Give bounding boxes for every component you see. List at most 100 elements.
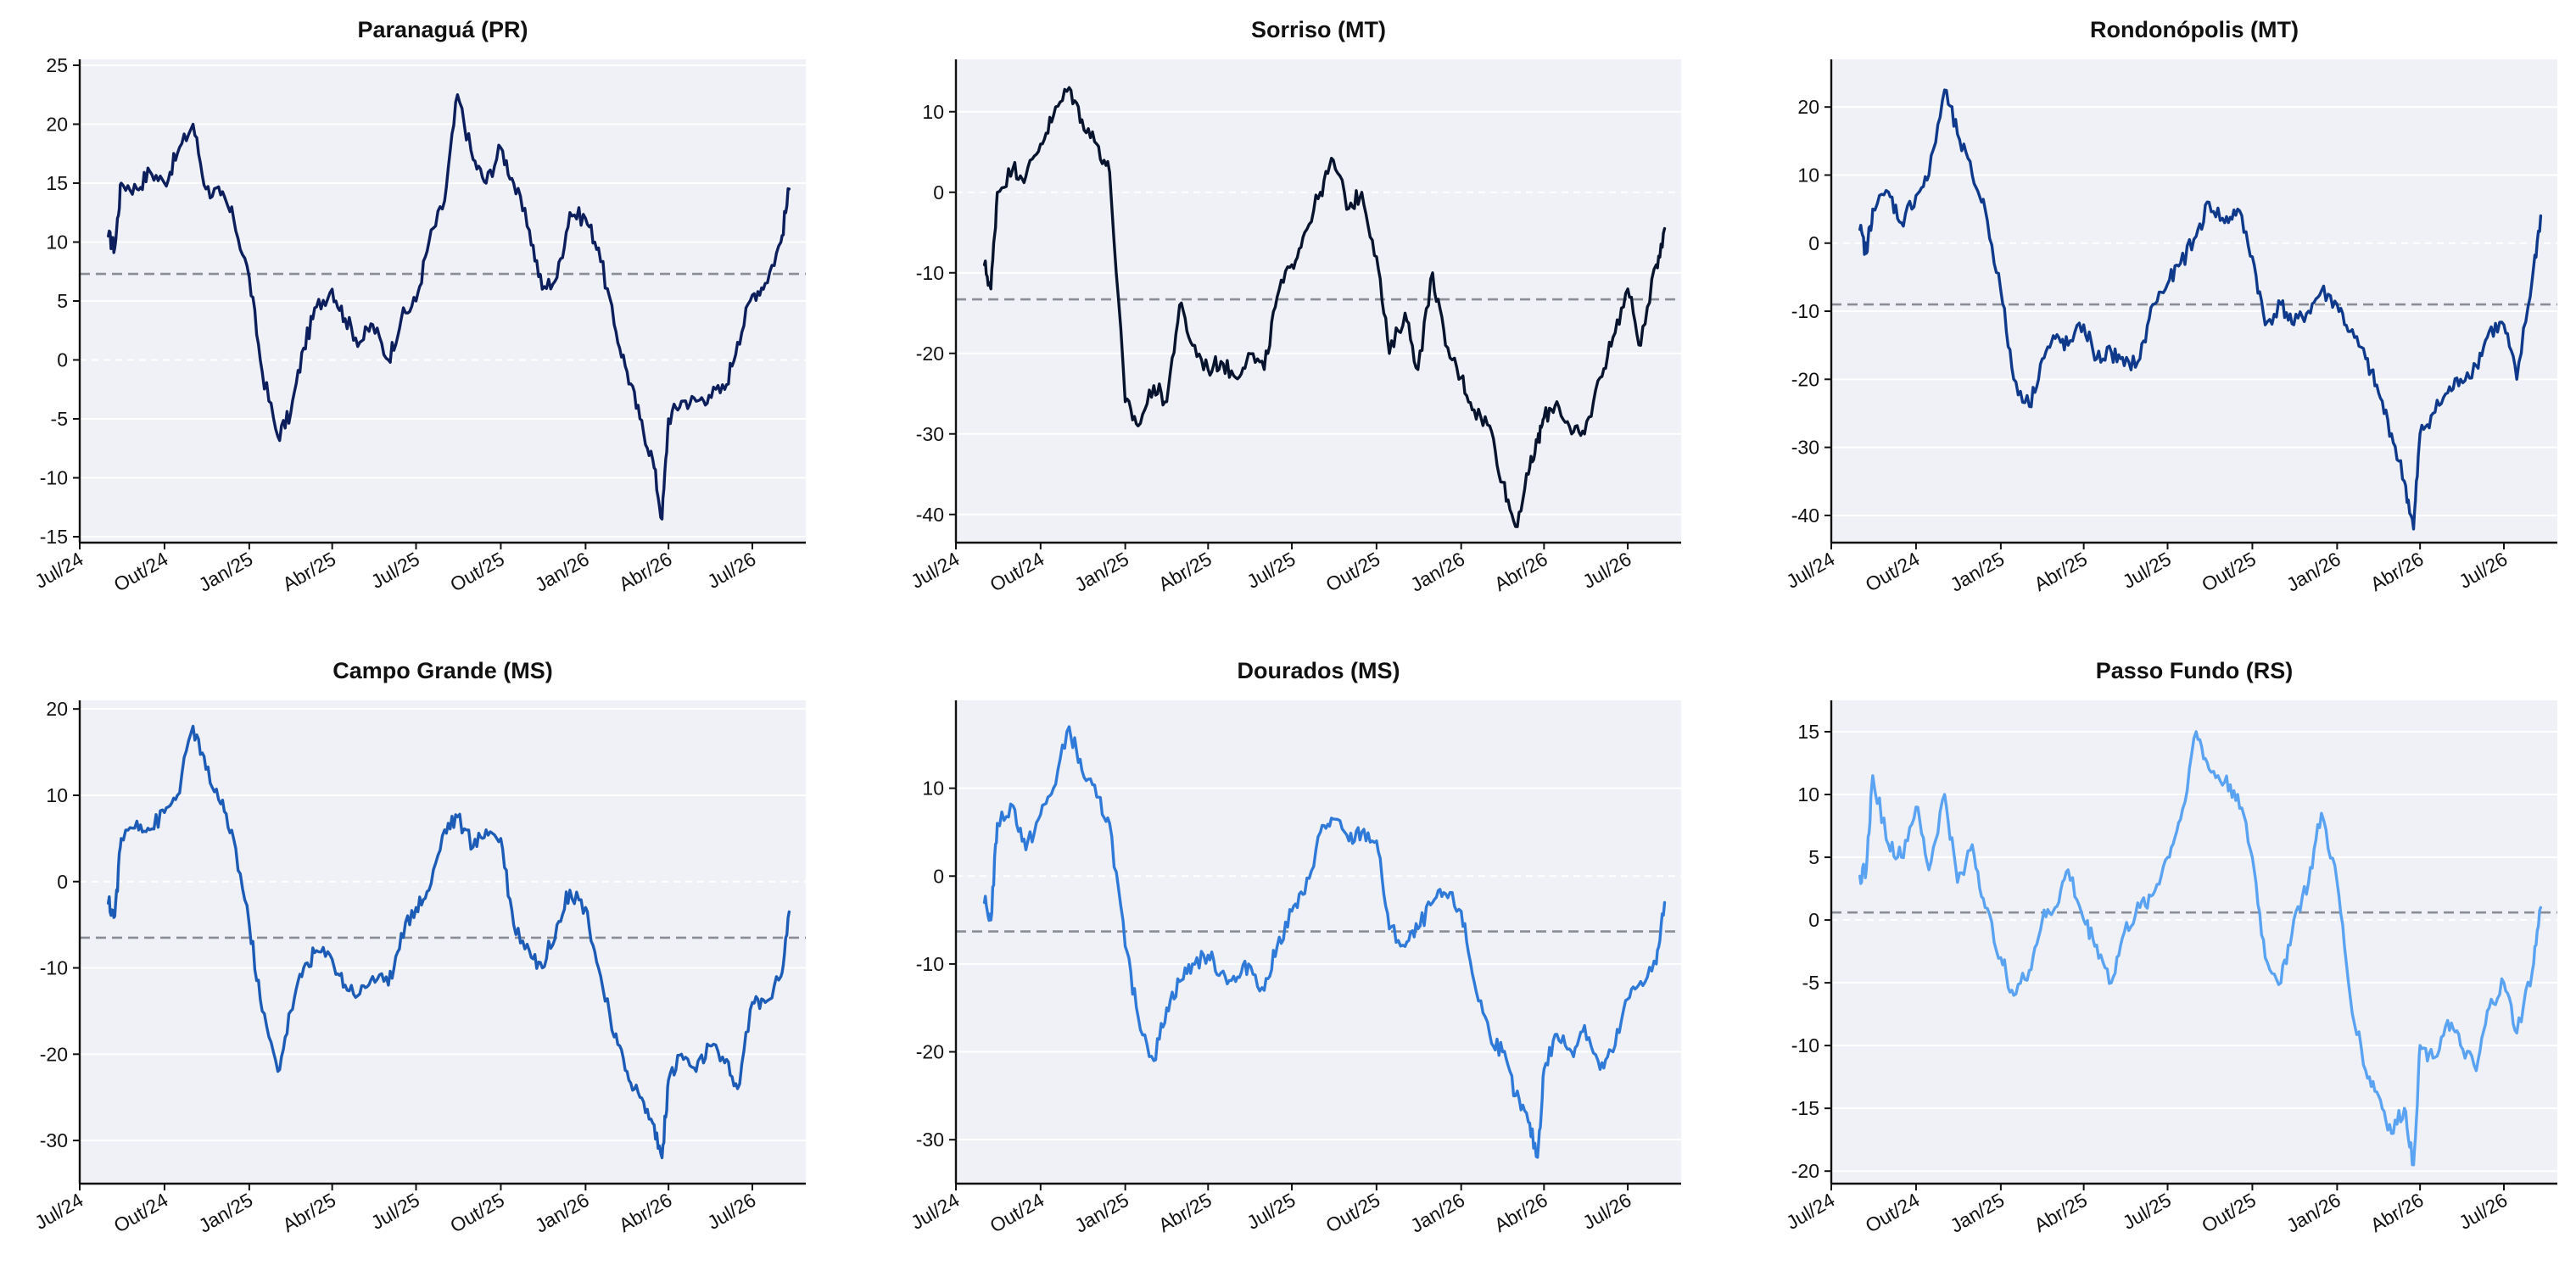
plot-background [956,59,1681,543]
x-tick-label: Jul/24 [1782,1189,1838,1234]
y-tick-label: 0 [1808,909,1819,931]
x-tick-label: Abr/26 [1490,548,1551,595]
y-tick-label: -20 [916,343,944,365]
chart-panel: -40 -30 -20 -10 0 10 20 Jul/24 Out/24 Jan/25 Abr/2… [1782,17,2557,596]
x-tick-label: Jul/26 [703,1189,759,1234]
chart-panel: -30 -20 -10 0 10 20 Jul/24 Out/24 Jan/25 Abr/25 Ju… [31,658,806,1237]
y-tick-label: 0 [1808,232,1819,254]
y-tick-label: 0 [57,349,68,371]
plot-background [1831,59,2557,543]
x-tick-label: Abr/26 [615,1189,676,1236]
x-tick-label: Abr/26 [1490,1189,1551,1236]
x-tick-label: Jul/25 [1243,1189,1299,1234]
y-tick-label: -10 [40,957,68,979]
x-tick-label: Out/24 [110,1189,172,1237]
x-tick-label: Jul/24 [907,548,963,593]
x-tick-label: Out/24 [110,548,172,596]
x-tick-label: Out/25 [2198,1189,2260,1237]
x-tick-label: Out/25 [446,1189,508,1237]
x-tick-label: Abr/25 [1154,1189,1215,1236]
x-tick-label: Abr/25 [278,548,339,595]
y-tick-label: -20 [1791,368,1819,390]
y-tick-label: 5 [57,290,68,312]
y-tick-label: -15 [40,526,68,548]
x-tick-label: Abr/25 [2030,548,2091,595]
x-tick-label: Abr/25 [1154,548,1215,595]
x-tick-label: Jan/26 [531,548,593,596]
x-tick-label: Jul/24 [1782,548,1838,593]
x-tick-label: Out/25 [446,548,508,596]
x-tick-label: Jul/24 [31,548,87,593]
y-tick-label: -10 [1791,1034,1819,1056]
x-tick-label: Jan/25 [195,548,257,596]
panel-title: Campo Grande (MS) [332,658,553,683]
x-tick-label: Abr/26 [2366,1189,2428,1236]
x-tick-label: Jan/26 [2283,548,2344,596]
x-tick-label: Jul/26 [2455,1189,2511,1234]
y-tick-label: 15 [1797,721,1819,743]
x-tick-label: Jul/26 [1579,1189,1634,1234]
x-tick-label: Jul/25 [1243,548,1299,593]
x-tick-label: Jan/25 [1070,1189,1132,1237]
series-line [982,725,1667,1159]
panel-title: Rondonópolis (MT) [2090,17,2299,42]
x-tick-label: Out/24 [1862,548,1924,596]
y-tick-label: -30 [916,1129,944,1151]
x-tick-label: Jan/25 [195,1189,257,1237]
y-tick-label: -30 [40,1129,68,1151]
x-tick-label: Jul/25 [367,548,423,593]
y-tick-label: -20 [1791,1160,1819,1182]
y-tick-label: -10 [916,953,944,975]
y-tick-label: 20 [1797,96,1819,118]
x-tick-label: Jan/25 [1070,548,1132,596]
x-tick-label: Jul/25 [2119,1189,2175,1234]
y-tick-label: -15 [1791,1097,1819,1119]
x-tick-label: Jan/26 [1406,548,1468,596]
x-tick-label: Out/25 [1322,1189,1384,1237]
y-tick-label: 0 [933,865,944,887]
y-tick-label: -40 [916,504,944,526]
y-tick-label: -5 [51,408,68,430]
x-tick-label: Abr/25 [278,1189,339,1236]
panel-title: Dourados (MS) [1238,658,1400,683]
panel-title: Sorriso (MT) [1251,17,1386,42]
x-tick-label: Abr/25 [2030,1189,2091,1236]
series-line [106,92,791,521]
chart-panel: -40 -30 -20 -10 0 10 Jul/24 Out/24 Jan/25 Abr/25 J… [907,17,1681,596]
y-tick-label: -30 [916,423,944,445]
x-tick-label: Jul/26 [703,548,759,593]
y-tick-label: -10 [916,262,944,284]
x-tick-label: Jul/24 [31,1189,87,1234]
panel-title: Paranaguá (PR) [357,17,528,42]
x-tick-label: Jan/26 [2283,1189,2344,1237]
y-tick-label: 0 [933,181,944,203]
x-tick-label: Jan/25 [1947,1189,2009,1237]
x-tick-label: Abr/26 [615,548,676,595]
series-line [1858,730,2543,1167]
y-tick-label: -20 [916,1041,944,1063]
chart-panel: -30 -20 -10 0 10 Jul/24 Out/24 Jan/25 Abr/25 Jul/… [907,658,1681,1237]
y-tick-label: 10 [922,778,944,800]
x-tick-label: Jul/26 [1579,548,1634,593]
y-tick-label: 10 [1797,783,1819,805]
x-tick-label: Jul/25 [367,1189,423,1234]
y-tick-label: -30 [1791,437,1819,459]
panel-title: Passo Fundo (RS) [2096,658,2294,683]
x-tick-label: Jul/24 [907,1189,963,1234]
y-tick-label: -10 [1791,300,1819,322]
y-tick-label: -10 [40,467,68,489]
y-tick-label: 15 [46,172,68,194]
x-tick-label: Out/24 [986,1189,1048,1237]
y-tick-label: 0 [57,871,68,893]
series-line [106,724,791,1160]
y-tick-label: 10 [46,784,68,806]
chart-panel: -15 -10 -5 0 5 10 15 20 25 Jul/24 Out/24 Jan/25 Abr/… [31,17,806,596]
x-tick-label: Jul/26 [2455,548,2511,593]
x-tick-label: Jan/26 [1406,1189,1468,1237]
series-line [1858,88,2543,531]
x-tick-label: Jan/25 [1947,548,2009,596]
y-tick-label: 10 [1797,164,1819,186]
y-tick-label: 25 [46,54,68,76]
x-tick-label: Jan/26 [531,1189,593,1237]
plot-background [956,700,1681,1184]
